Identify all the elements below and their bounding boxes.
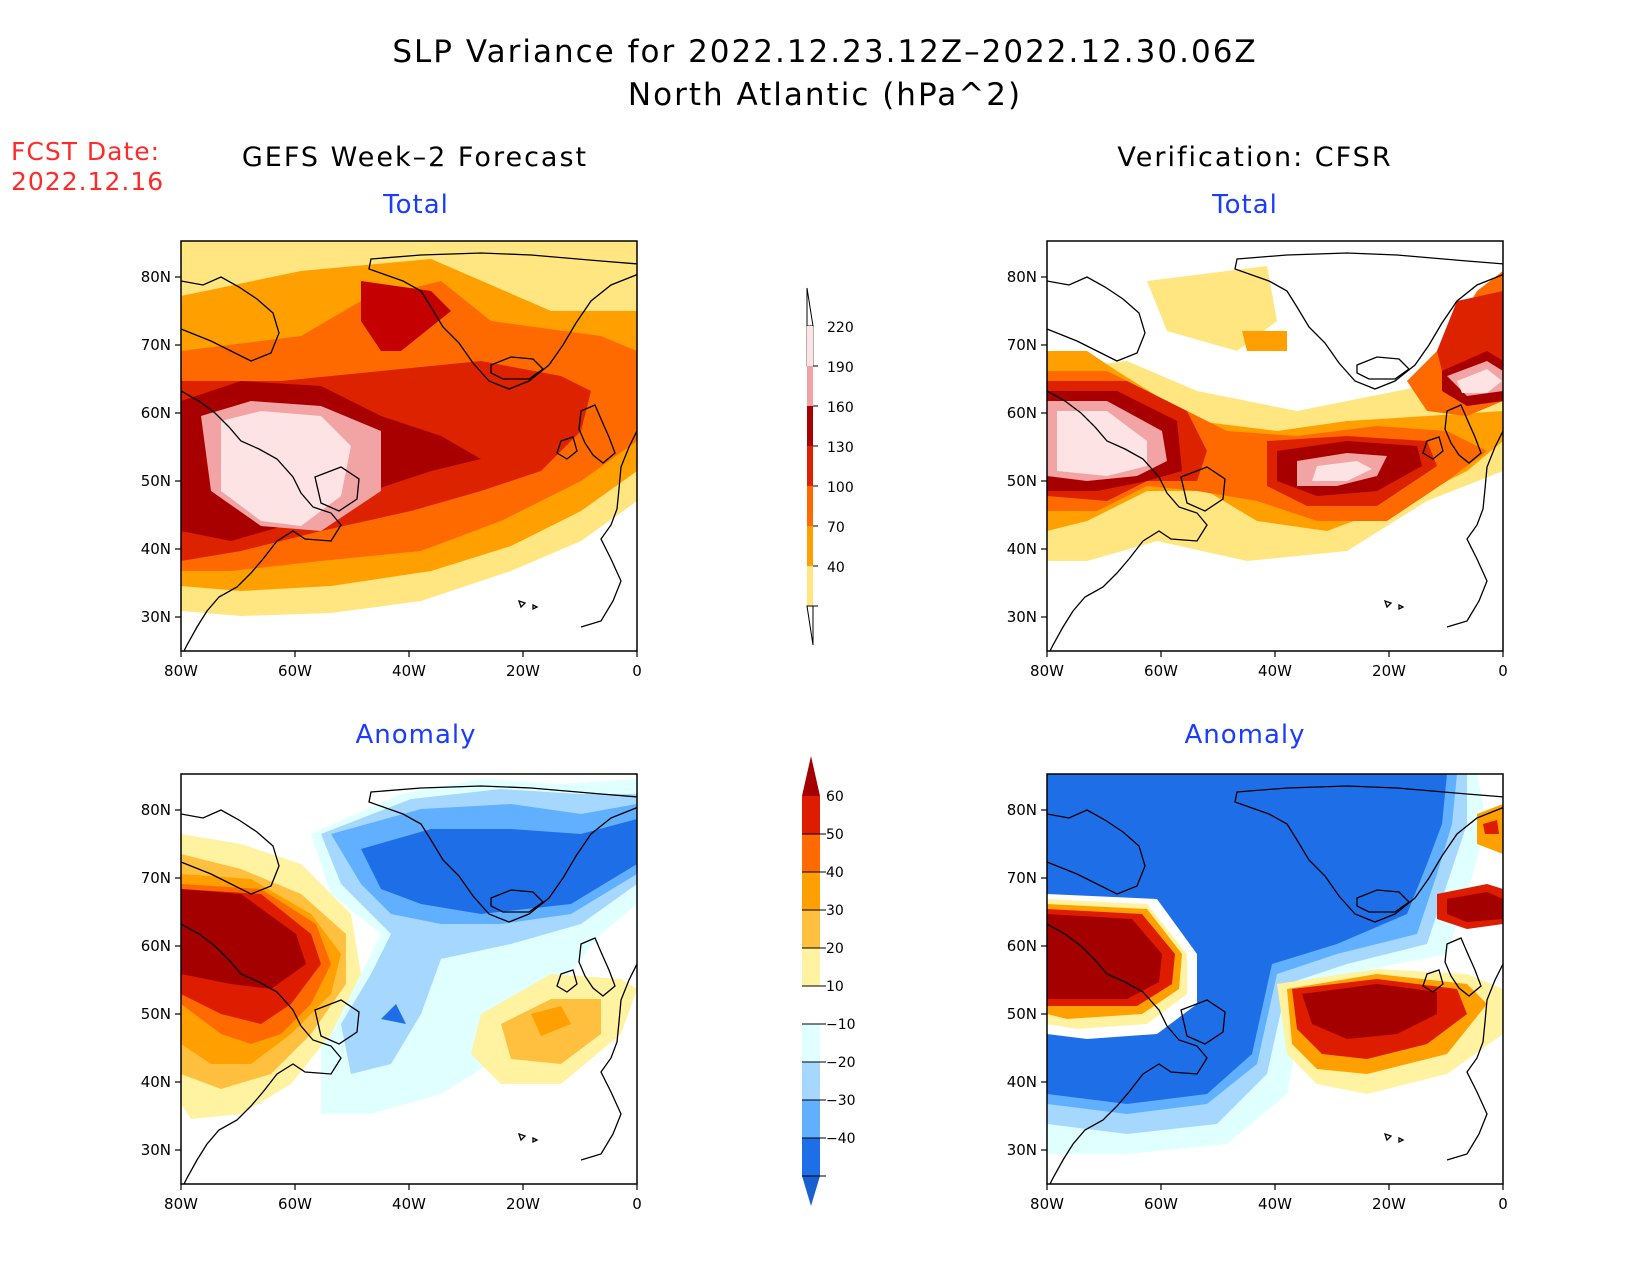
cb-anomaly-box — [802, 1062, 820, 1100]
fcst-date-value: 2022.12.16 — [11, 167, 165, 196]
lon-tick-label: 0 — [632, 1195, 642, 1213]
lat-tick-label: 80N — [141, 801, 171, 819]
lon-tick-label: 60W — [1144, 662, 1178, 680]
left-column-header: GEFS Week–2 Forecast — [241, 142, 589, 173]
lon-tick-label: 80W — [164, 662, 198, 680]
map-anomaly-forecast — [180, 773, 638, 1185]
lon-tick-label: 80W — [164, 1195, 198, 1213]
lat-tick-label: 30N — [1007, 608, 1037, 626]
lat-tick-label: 40N — [1007, 1073, 1037, 1091]
colorbar-anomaly: 60 50 40 30 20 10 −10 −20 −30 −40 — [802, 756, 856, 1206]
cb-anomaly-label: −30 — [826, 1093, 856, 1109]
cb-total-label: 190 — [827, 360, 854, 376]
lon-tick-label: 40W — [392, 662, 426, 680]
cb-anomaly-label: 30 — [826, 903, 844, 919]
lat-tick-label: 40N — [1007, 540, 1037, 558]
main-title: SLP Variance for 2022.12.23.12Z–2022.12.… — [392, 34, 1258, 70]
lon-tick-label: 20W — [506, 662, 540, 680]
lon-tick-label: 40W — [392, 1195, 426, 1213]
cb-total-label: 70 — [827, 520, 845, 536]
cb-anomaly-label: −20 — [826, 1055, 856, 1071]
lat-tick-label: 40N — [141, 1073, 171, 1091]
lon-tick-label: 60W — [278, 1195, 312, 1213]
cb-total-box-7 — [807, 566, 813, 606]
cb-total-label: 130 — [827, 440, 854, 456]
lat-tick-label: 70N — [1007, 869, 1037, 887]
lat-tick-label: 50N — [1007, 472, 1037, 490]
cb-anomaly-box — [802, 986, 820, 1024]
map-total-verification — [1046, 240, 1504, 652]
lon-tick-label: 80W — [1030, 1195, 1064, 1213]
panel-title-total-forecast: Total — [383, 190, 449, 220]
cb-anomaly-box — [802, 1024, 820, 1062]
lat-tick-label: 80N — [1007, 801, 1037, 819]
lon-tick-label: 20W — [1372, 1195, 1406, 1213]
lat-tick-label: 50N — [1007, 1005, 1037, 1023]
lon-tick-label: 60W — [1144, 1195, 1178, 1213]
lon-tick-label: 0 — [1498, 662, 1508, 680]
lat-tick-label: 80N — [141, 268, 171, 286]
panel-title-total-verification: Total — [1212, 190, 1278, 220]
cb-total-label: 220 — [827, 320, 854, 336]
lat-tick-label: 80N — [1007, 268, 1037, 286]
lat-tick-label: 30N — [141, 1141, 171, 1159]
cb-anomaly-box — [802, 1138, 820, 1176]
fcst-date-label: FCST Date: — [11, 137, 161, 166]
cb-anomaly-box — [802, 872, 820, 910]
right-column-header: Verification: CFSR — [1117, 142, 1393, 173]
lat-tick-label: 70N — [1007, 336, 1037, 354]
panel-title-anomaly-forecast: Anomaly — [355, 720, 477, 750]
cb-anomaly-label: −40 — [826, 1131, 856, 1147]
map-total-forecast — [180, 240, 638, 652]
map-anomaly-verification — [1046, 773, 1504, 1185]
cb-anomaly-box — [802, 796, 820, 834]
cb-total-box-5 — [807, 486, 813, 526]
lat-tick-label: 60N — [1007, 937, 1037, 955]
cb-anomaly-box — [802, 1100, 820, 1138]
lat-tick-label: 50N — [141, 1005, 171, 1023]
lat-tick-label: 30N — [141, 608, 171, 626]
lon-tick-label: 40W — [1258, 662, 1292, 680]
lon-tick-label: 20W — [506, 1195, 540, 1213]
lon-tick-label: 60W — [278, 662, 312, 680]
lat-tick-label: 30N — [1007, 1141, 1037, 1159]
cb-total-box-1 — [807, 326, 813, 366]
colorbar-total: 220 190 160 130 100 70 40 — [806, 287, 854, 646]
lat-tick-label: 70N — [141, 869, 171, 887]
lat-tick-label: 70N — [141, 336, 171, 354]
lon-tick-label: 80W — [1030, 662, 1064, 680]
cb-anomaly-label: 40 — [826, 865, 844, 881]
cb-total-box-6 — [807, 526, 813, 566]
lat-tick-label: 40N — [141, 540, 171, 558]
lon-tick-label: 0 — [632, 662, 642, 680]
main-subtitle: North Atlantic (hPa^2) — [627, 77, 1023, 113]
cb-total-label: 160 — [827, 400, 854, 416]
panel-title-anomaly-verification: Anomaly — [1184, 720, 1306, 750]
cb-anomaly-label: 20 — [826, 941, 844, 957]
axis-ticks: 80W 60W 40W 20W 0 80N 70N 60N 50N 40N 30N 80W 60W 40W… — [141, 268, 1508, 1213]
lat-tick-label: 60N — [1007, 404, 1037, 422]
cb-anomaly-label: 50 — [826, 827, 844, 843]
cb-anomaly-box — [802, 910, 820, 948]
lat-tick-label: 60N — [141, 404, 171, 422]
lon-tick-label: 0 — [1498, 1195, 1508, 1213]
cb-anomaly-label: −10 — [826, 1017, 856, 1033]
cb-anomaly-box — [802, 834, 820, 872]
cb-total-label: 40 — [827, 560, 845, 576]
cb-anomaly-label: 10 — [826, 979, 844, 995]
lon-tick-label: 20W — [1372, 662, 1406, 680]
cb-total-box-2 — [807, 366, 813, 406]
cb-anomaly-label: 60 — [826, 789, 844, 805]
cb-total-box-4 — [807, 446, 813, 486]
cb-total-label: 100 — [827, 480, 854, 496]
cb-anomaly-box — [802, 948, 820, 986]
lat-tick-label: 50N — [141, 472, 171, 490]
lon-tick-label: 40W — [1258, 1195, 1292, 1213]
lat-tick-label: 60N — [141, 937, 171, 955]
cb-total-box-3 — [807, 406, 813, 446]
